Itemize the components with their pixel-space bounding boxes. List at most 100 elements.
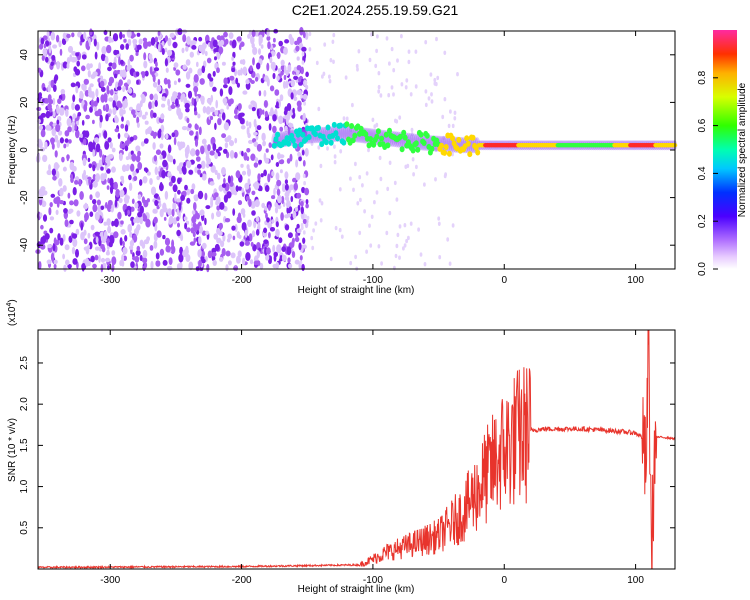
- noise-point: [409, 221, 413, 226]
- noise-point: [197, 169, 202, 175]
- noise-point: [251, 190, 256, 196]
- noise-point: [227, 233, 232, 240]
- noise-point: [114, 116, 119, 124]
- noise-point: [448, 261, 452, 266]
- ridge-point: [290, 137, 296, 144]
- noise-point: [150, 37, 156, 46]
- noise-point: [427, 96, 431, 101]
- noise-point: [424, 40, 428, 45]
- noise-point: [59, 107, 65, 116]
- snr-series-line: [37, 329, 676, 570]
- noise-point: [404, 85, 408, 90]
- noise-point: [285, 117, 289, 126]
- noise-point: [118, 103, 123, 108]
- noise-point: [234, 224, 238, 232]
- snr-y-ticks: 0.5 1.0 1.5 2.0 2.5: [19, 356, 675, 535]
- spectrogram-x-axis-label: Height of straight line (km): [298, 285, 415, 296]
- noise-point: [92, 199, 97, 205]
- noise-point: [107, 199, 113, 206]
- noise-point: [423, 262, 427, 267]
- noise-point: [342, 116, 346, 121]
- noise-point: [225, 264, 229, 272]
- ridge-point: [446, 150, 452, 157]
- noise-point: [257, 221, 261, 230]
- noise-point: [40, 224, 44, 230]
- noise-point: [201, 250, 205, 257]
- noise-point: [267, 173, 271, 183]
- ridge-point: [286, 140, 292, 147]
- noise-point: [153, 93, 159, 102]
- noise-point: [177, 177, 181, 185]
- noise-point: [107, 177, 111, 184]
- noise-point: [310, 141, 314, 146]
- noise-point: [310, 235, 314, 241]
- noise-point: [115, 188, 121, 198]
- noise-point: [95, 236, 99, 244]
- noise-point: [196, 223, 200, 231]
- noise-point: [170, 245, 176, 255]
- noise-point: [199, 209, 205, 216]
- ridge-point: [375, 128, 381, 135]
- noise-point: [172, 41, 178, 49]
- noise-point: [59, 137, 64, 144]
- noise-point: [278, 115, 284, 125]
- noise-point: [212, 143, 217, 151]
- noise-point: [127, 58, 131, 67]
- noise-point: [106, 85, 110, 93]
- noise-point: [328, 79, 332, 84]
- noise-point: [104, 141, 110, 150]
- noise-point: [128, 182, 133, 191]
- noise-point: [149, 178, 153, 185]
- noise-point: [168, 181, 173, 187]
- noise-point: [77, 112, 82, 117]
- noise-point: [207, 158, 212, 165]
- noise-point: [351, 102, 354, 108]
- spectrogram-y-ticks: -40 -20 0 20 40: [19, 49, 675, 252]
- noise-point: [150, 260, 154, 270]
- noise-point: [258, 48, 261, 55]
- noise-point: [358, 175, 362, 180]
- noise-point: [73, 199, 79, 207]
- noise-point: [253, 181, 260, 191]
- noise-point: [290, 195, 294, 203]
- noise-point: [125, 84, 129, 91]
- noise-point: [81, 65, 86, 72]
- noise-point: [102, 262, 107, 269]
- noise-point: [181, 126, 188, 131]
- noise-point: [238, 112, 243, 121]
- noise-point: [111, 166, 116, 173]
- noise-point: [193, 194, 199, 202]
- noise-point: [295, 172, 301, 181]
- noise-point: [201, 65, 206, 74]
- noise-point: [94, 211, 100, 221]
- noise-point: [277, 194, 282, 204]
- noise-point: [159, 154, 163, 160]
- noise-point: [167, 171, 172, 177]
- noise-point: [66, 117, 72, 127]
- noise-point: [279, 254, 283, 262]
- noise-point: [132, 135, 138, 141]
- noise-point: [191, 40, 197, 46]
- noise-point: [149, 245, 154, 251]
- noise-point: [245, 79, 250, 85]
- noise-point: [150, 186, 157, 196]
- noise-point: [419, 252, 423, 257]
- noise-point: [235, 77, 239, 85]
- noise-point: [115, 50, 120, 55]
- noise-point: [263, 227, 268, 234]
- noise-point: [79, 191, 84, 200]
- noise-point: [405, 238, 408, 244]
- noise-point: [214, 56, 217, 61]
- ridge-point: [383, 131, 389, 138]
- noise-point: [262, 140, 266, 147]
- noise-point: [294, 259, 300, 265]
- noise-point: [277, 152, 281, 160]
- noise-point: [231, 67, 236, 73]
- noise-point: [284, 224, 290, 231]
- noise-point: [122, 34, 125, 39]
- noise-point: [194, 138, 199, 147]
- noise-point: [296, 89, 302, 96]
- noise-point: [392, 92, 395, 97]
- noise-point: [272, 244, 276, 253]
- noise-point: [242, 257, 246, 266]
